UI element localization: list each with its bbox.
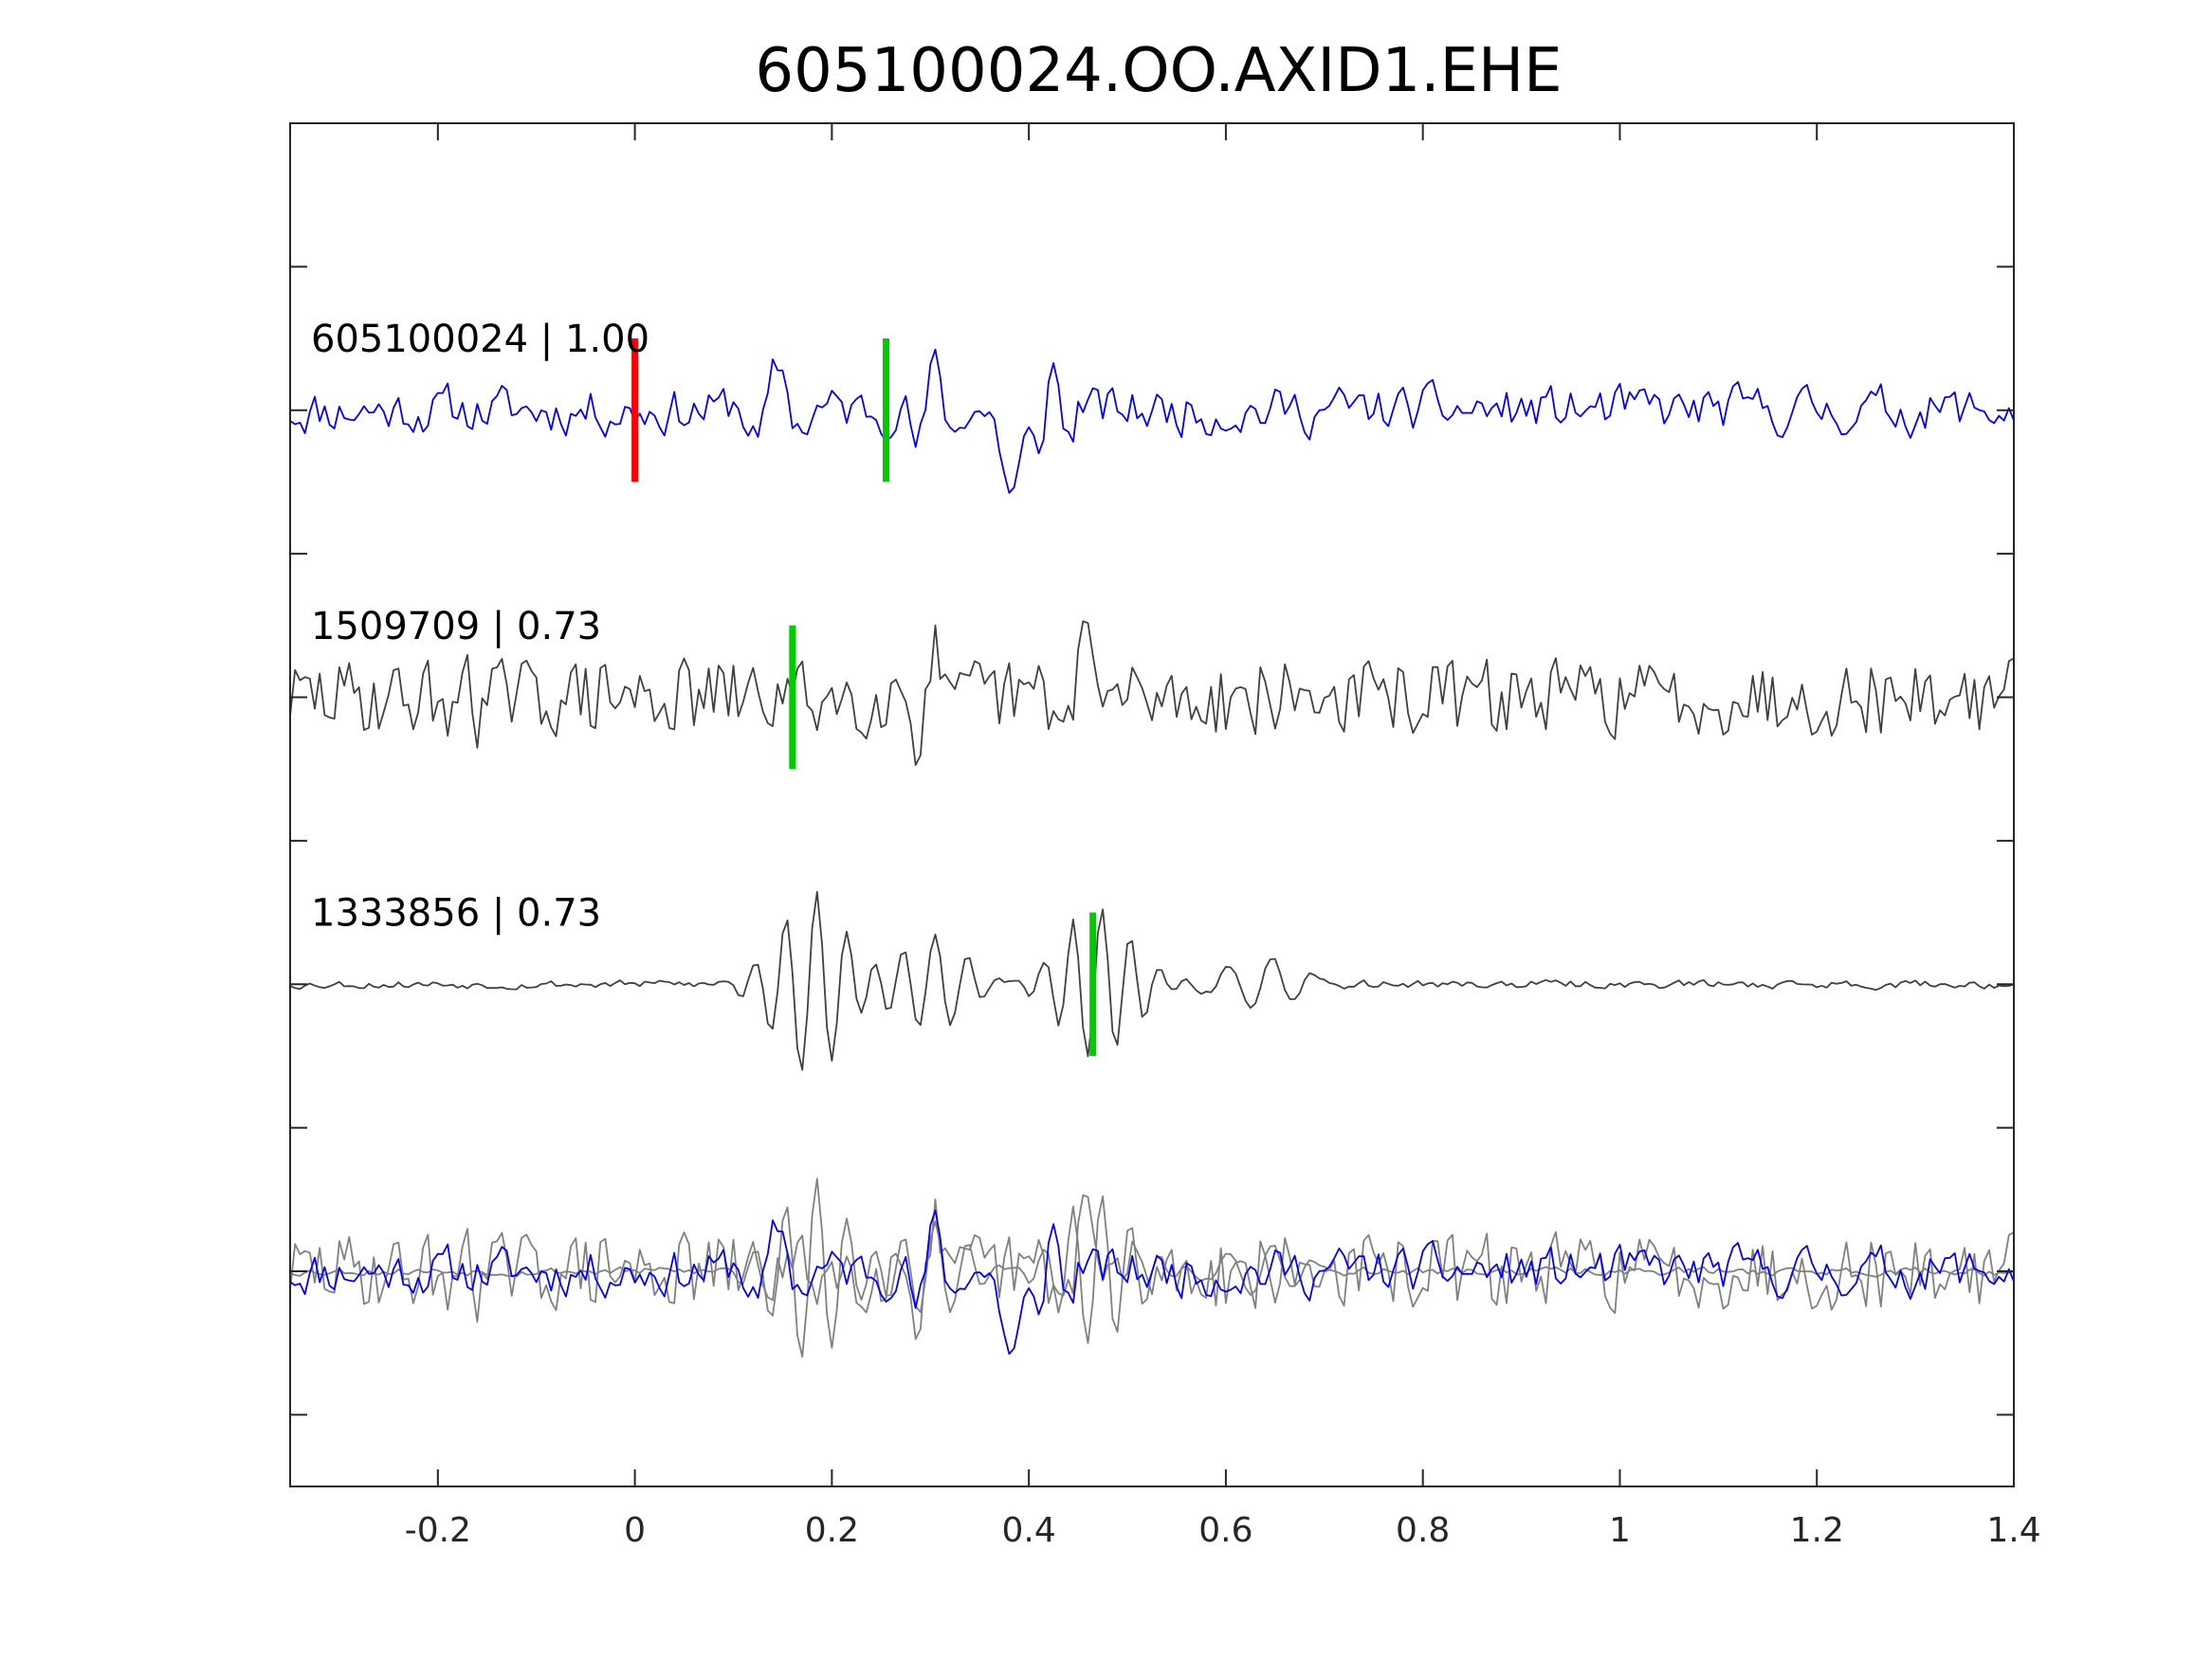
x-tick-label-8: 1.4 xyxy=(1986,1511,2040,1550)
overlay-line-1 xyxy=(289,1210,2015,1355)
overlay-line-2 xyxy=(289,1194,2015,1340)
trace-line-1 xyxy=(289,348,2015,494)
axes: -0.2 0 0.2 0.4 0.6 0.8 1 1.2 1.4 xyxy=(289,122,2041,1550)
trace-labels-layer: 605100024 | 1.00 1509709 | 0.73 1333856 | … xyxy=(311,318,649,935)
x-tick-label-6: 1 xyxy=(1609,1511,1631,1550)
trace-line-2 xyxy=(289,620,2015,766)
x-tick-label-5: 0.8 xyxy=(1396,1511,1450,1550)
chart-title: 605100024.OO.AXID1.EHE xyxy=(755,36,1562,106)
trace-label-1: 605100024 | 1.00 xyxy=(311,318,649,361)
x-tick-label-0: -0.2 xyxy=(405,1511,471,1550)
x-tick-label-7: 1.2 xyxy=(1790,1511,1844,1550)
x-tick-label-4: 0.6 xyxy=(1198,1511,1252,1550)
trace-label-2: 1509709 | 0.73 xyxy=(311,605,601,648)
trace-label-3: 1333856 | 0.73 xyxy=(311,892,601,936)
x-tick-label-1: 0 xyxy=(624,1511,646,1550)
trace-line-3 xyxy=(289,890,2015,1071)
picks-layer xyxy=(631,338,1097,1056)
x-tick-label-2: 0.2 xyxy=(805,1511,859,1550)
traces-layer xyxy=(289,348,2015,1358)
plot-frame xyxy=(289,122,2015,1487)
x-tick-label-3: 0.4 xyxy=(1002,1511,1056,1550)
